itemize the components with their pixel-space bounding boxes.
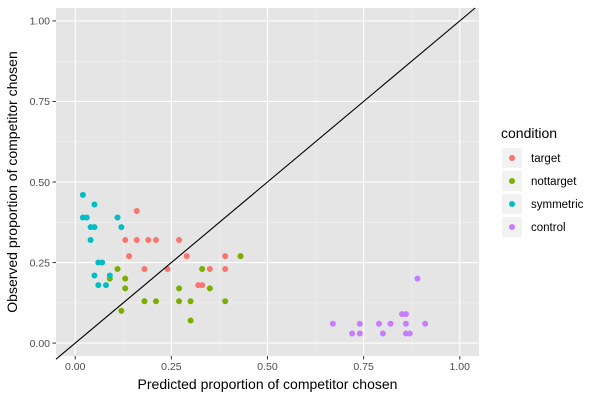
data-point-symmetric xyxy=(106,272,113,279)
legend-dot-target xyxy=(509,155,515,161)
legend-label-nottarget: nottarget xyxy=(531,176,577,188)
data-point-symmetric xyxy=(95,259,102,266)
data-point-nottarget xyxy=(199,266,206,272)
data-point-target xyxy=(222,253,229,260)
x-tick-label: 1.00 xyxy=(450,361,471,373)
y-tick-label: 0.25 xyxy=(30,257,51,269)
data-point-nottarget xyxy=(122,275,129,282)
legend-dot-symmetric xyxy=(509,201,515,207)
data-point-control xyxy=(356,320,363,327)
y-tick-label: 0.00 xyxy=(30,338,51,350)
data-point-control xyxy=(406,330,413,337)
data-point-nottarget xyxy=(187,298,194,305)
data-point-target xyxy=(183,253,190,260)
series-control xyxy=(329,275,429,337)
y-tick-label: 0.75 xyxy=(30,96,51,108)
data-point-nottarget xyxy=(152,298,159,305)
data-point-target xyxy=(145,237,152,243)
data-point-nottarget xyxy=(122,285,129,292)
data-point-nottarget xyxy=(141,298,148,305)
y-tick-label: 1.00 xyxy=(30,16,51,28)
data-point-nottarget xyxy=(176,298,183,305)
data-point-symmetric xyxy=(91,272,98,279)
legend-dot-control xyxy=(509,224,515,230)
x-tick-label: 0.50 xyxy=(257,361,278,373)
series-symmetric xyxy=(79,191,125,289)
legend-label-symmetric: symmetric xyxy=(531,199,584,211)
identity-reference-line xyxy=(55,7,476,360)
data-point-target xyxy=(176,237,183,243)
legend-label-control: control xyxy=(531,222,566,234)
data-point-control xyxy=(422,320,429,327)
legend-dot-nottarget xyxy=(509,178,515,184)
series-nottarget xyxy=(106,253,244,324)
data-point-target xyxy=(222,266,229,272)
legend-label-target: target xyxy=(531,153,561,165)
data-point-control xyxy=(387,320,394,327)
x-tick-label: 0.75 xyxy=(353,361,374,373)
data-point-nottarget xyxy=(237,253,244,260)
data-point-symmetric xyxy=(91,201,98,208)
data-point-nottarget xyxy=(187,317,194,324)
x-axis-title: Predicted proportion of competitor chose… xyxy=(138,376,398,392)
data-point-nottarget xyxy=(222,298,229,305)
data-point-target xyxy=(152,237,159,243)
data-point-target xyxy=(126,253,133,260)
data-point-target xyxy=(206,266,213,272)
data-point-control xyxy=(402,311,409,318)
data-point-control xyxy=(356,330,363,337)
data-point-control xyxy=(349,330,356,337)
data-point-symmetric xyxy=(114,214,121,221)
data-point-target xyxy=(122,237,129,243)
data-point-control xyxy=(402,320,409,327)
legend: condition target nottarget symmetric contro… xyxy=(501,125,584,237)
data-point-nottarget xyxy=(114,266,121,272)
data-point-target xyxy=(133,208,140,214)
y-axis-title: Observed proportion of competitor chosen xyxy=(4,51,20,312)
data-point-symmetric xyxy=(118,224,125,231)
data-point-symmetric xyxy=(87,237,94,243)
y-tick-label: 0.50 xyxy=(30,177,51,189)
data-point-symmetric xyxy=(102,282,109,289)
data-point-symmetric xyxy=(79,191,86,198)
data-point-target xyxy=(199,282,206,289)
data-point-nottarget xyxy=(118,307,125,314)
data-point-symmetric xyxy=(95,282,102,289)
x-tick-label: 0.25 xyxy=(161,361,182,373)
data-point-target xyxy=(133,237,140,243)
x-axis-ticks: 0.00 0.25 0.50 0.75 1.00 xyxy=(65,356,470,373)
data-point-symmetric xyxy=(83,214,90,221)
data-point-control xyxy=(329,320,336,327)
data-point-target xyxy=(141,266,148,272)
data-point-nottarget xyxy=(176,285,183,292)
data-point-control xyxy=(414,275,421,282)
data-points xyxy=(79,191,429,337)
data-point-control xyxy=(379,330,386,337)
y-axis-ticks: 0.00 0.25 0.50 0.75 1.00 xyxy=(30,16,56,350)
data-point-symmetric xyxy=(91,224,98,231)
legend-title: condition xyxy=(501,125,557,141)
x-tick-label: 0.00 xyxy=(65,361,86,373)
data-point-nottarget xyxy=(206,285,213,292)
data-point-control xyxy=(376,320,383,327)
